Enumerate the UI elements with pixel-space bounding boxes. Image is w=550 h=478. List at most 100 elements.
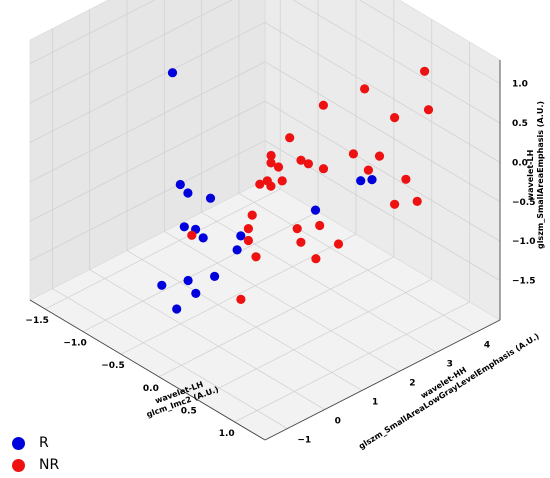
grid-line-y <box>52 288 288 429</box>
point-r <box>205 193 216 203</box>
point-r <box>183 275 193 286</box>
point-nr <box>363 165 373 175</box>
point-nr <box>243 224 253 234</box>
point-nr <box>243 235 253 246</box>
grid-line-z <box>29 0 233 104</box>
point-r <box>210 271 220 281</box>
point-nr <box>374 151 385 161</box>
legend-item-r: R <box>4 432 59 454</box>
point-nr <box>348 149 358 159</box>
grid-line-x <box>45 188 281 310</box>
point-r <box>179 222 189 232</box>
grid-line-z <box>29 61 266 183</box>
data-points <box>157 66 434 314</box>
z-tick-label: 0.0 <box>512 158 528 168</box>
grid-line-x <box>158 256 395 378</box>
point-nr <box>423 105 434 115</box>
grid-line-y <box>238 193 475 334</box>
side-pane <box>29 0 266 301</box>
point-nr <box>390 113 400 123</box>
legend-marker-nr <box>12 458 25 472</box>
point-r <box>172 304 182 314</box>
z-tick-label: 1.0 <box>512 80 528 90</box>
legend-label-r: R <box>39 435 49 451</box>
y-tick-label: 1 <box>372 397 378 407</box>
point-nr <box>333 239 344 249</box>
point-r <box>232 245 242 255</box>
grid-line-z <box>358 0 501 84</box>
grid-line-x <box>82 211 319 332</box>
tick-labels: −1.5 −1.0 −0.5 0.0 0.5 1.0 −1 0 1 2 3 4 −1.5 −1.0 −0.5… <box>25 80 535 446</box>
point-nr <box>303 159 313 169</box>
z-axis-label-line: glszm_SmallAreaEmphasis (A.U.) <box>536 101 545 249</box>
point-nr <box>318 164 329 174</box>
point-nr <box>315 220 325 231</box>
point-nr <box>277 176 287 186</box>
grid-line-z <box>29 22 266 143</box>
point-nr <box>412 196 422 206</box>
y-axis-line <box>264 319 501 441</box>
grid-line-z <box>264 22 501 163</box>
grid-line-y <box>164 231 400 372</box>
legend-marker-r <box>12 436 25 450</box>
x-tick-label: 1.0 <box>219 429 235 439</box>
grid-line-z <box>264 61 501 203</box>
x-tick-label: 0.5 <box>181 406 197 416</box>
point-r <box>191 288 201 298</box>
point-r <box>236 231 246 241</box>
point-r <box>167 68 178 78</box>
point-r <box>198 233 208 243</box>
y-tick-label: 2 <box>409 378 415 388</box>
grid-line-x <box>196 279 432 400</box>
point-nr <box>273 162 284 172</box>
point-nr <box>236 294 246 304</box>
grid-line-z <box>29 100 266 222</box>
point-nr <box>311 254 321 264</box>
grid-line-z <box>29 140 266 261</box>
point-nr <box>296 237 306 247</box>
x-axis-line <box>29 299 266 441</box>
legend-item-nr: NR <box>4 454 59 476</box>
point-nr <box>247 210 257 220</box>
z-tick-label: −1.5 <box>512 277 535 287</box>
x-tick-label: −0.5 <box>101 361 124 371</box>
point-nr <box>296 155 306 165</box>
point-nr <box>401 174 411 184</box>
axis-panes <box>29 0 501 441</box>
z-tick-label: −0.5 <box>512 198 535 208</box>
point-r <box>367 175 377 185</box>
grid-line-y <box>89 269 325 410</box>
point-nr <box>266 150 276 161</box>
point-nr <box>390 199 400 209</box>
point-nr <box>318 100 328 110</box>
y-tick-label: 0 <box>335 417 341 427</box>
y-tick-label: 3 <box>447 359 453 369</box>
point-r <box>356 176 366 186</box>
z-tick-label: 0.5 <box>512 119 528 129</box>
legend-label-nr: NR <box>39 457 60 473</box>
x-tick-label: −1.0 <box>63 339 86 349</box>
y-tick-label: −1 <box>297 436 311 446</box>
grid-line-z <box>292 0 501 124</box>
z-tick-label: −1.0 <box>512 237 535 247</box>
point-nr <box>285 133 295 143</box>
x-tick-label: 0.0 <box>143 384 159 394</box>
point-r <box>183 188 193 198</box>
point-nr <box>360 84 370 94</box>
point-nr <box>187 230 197 240</box>
point-nr <box>251 252 261 262</box>
point-nr <box>266 181 276 191</box>
point-nr <box>255 179 265 189</box>
grid-line-x <box>234 301 470 423</box>
legend: R NR <box>4 432 59 476</box>
z-axis-label-line: wavelet-LH <box>526 150 535 201</box>
point-r <box>175 179 185 190</box>
y-tick-label: 4 <box>484 340 490 350</box>
point-nr <box>266 158 276 168</box>
grid-line-z <box>264 100 501 242</box>
grid-line-z <box>29 0 156 64</box>
point-r <box>310 205 321 215</box>
grid-lines <box>29 0 501 441</box>
point-nr <box>292 224 302 234</box>
